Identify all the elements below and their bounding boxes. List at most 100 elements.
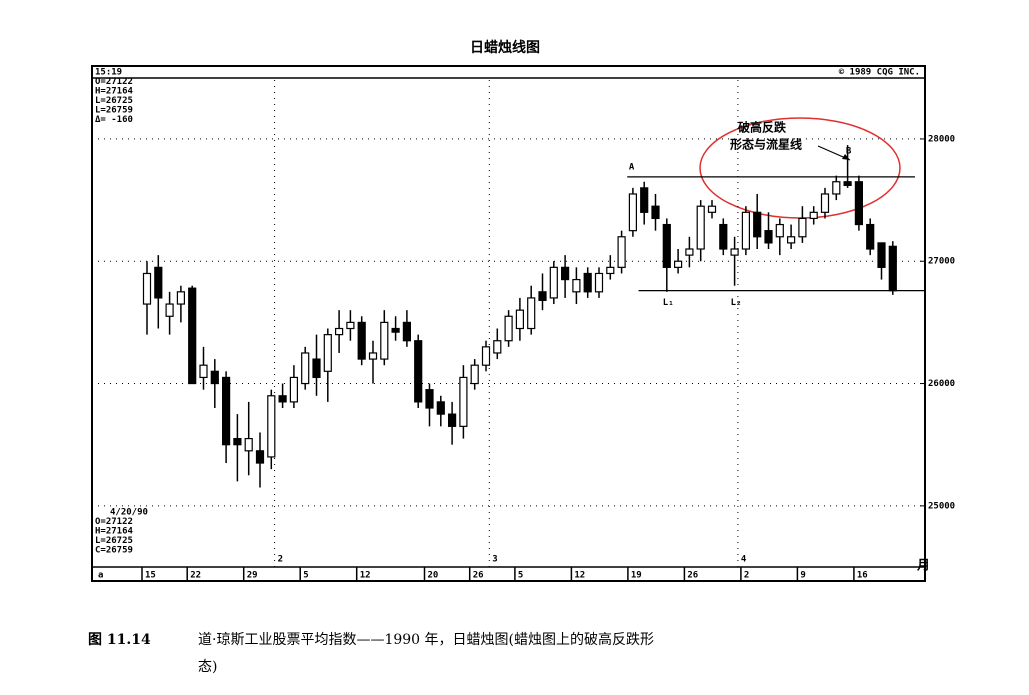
candle-body bbox=[470, 364, 479, 385]
point-label: B bbox=[846, 147, 852, 157]
candle-body bbox=[448, 413, 457, 427]
y-tick-label: 27000 bbox=[928, 257, 955, 267]
candle-body bbox=[832, 181, 841, 195]
candle-body bbox=[289, 376, 298, 403]
info-line: Δ= -160 bbox=[95, 115, 133, 125]
candle-body bbox=[323, 334, 332, 372]
x-tick-label: 5 bbox=[518, 571, 523, 581]
candle-body bbox=[210, 370, 219, 385]
x-tick-label: 12 bbox=[574, 571, 585, 581]
candle-body bbox=[617, 236, 626, 268]
candle-body bbox=[459, 376, 468, 427]
candle-body bbox=[572, 278, 581, 293]
candle-body bbox=[357, 321, 366, 360]
candle-body bbox=[402, 321, 411, 342]
x-tick-label: 12 bbox=[360, 571, 371, 581]
info-line: L=26759 bbox=[95, 106, 133, 116]
info-line: C=26759 bbox=[95, 546, 133, 556]
caption-text: 态) bbox=[198, 659, 217, 675]
candle-body bbox=[866, 223, 875, 250]
copyright: © 1989 CQG INC. bbox=[839, 68, 920, 78]
date-row bbox=[91, 566, 926, 582]
candle-body bbox=[809, 211, 818, 220]
x-tick-label: 16 bbox=[857, 571, 868, 581]
callout-text: 破高反跌 bbox=[738, 120, 787, 135]
candle-body bbox=[414, 340, 423, 403]
callout-ellipse bbox=[699, 117, 901, 219]
caption-text: 道·琼斯工业股票平均指数——1990 年，日蜡烛图(蜡烛图上的破高反跌形 bbox=[198, 631, 654, 648]
candle-body bbox=[764, 230, 773, 244]
candle-body bbox=[640, 187, 649, 213]
candle-body bbox=[255, 450, 265, 464]
candle-body bbox=[199, 364, 208, 379]
candle-body bbox=[493, 340, 502, 354]
candle-body bbox=[719, 223, 728, 250]
candle-body bbox=[515, 309, 525, 330]
x-tick-label: 15 bbox=[145, 571, 156, 581]
candle-body bbox=[188, 287, 197, 385]
candle-body bbox=[583, 272, 592, 293]
info-line: 15:19 bbox=[95, 68, 122, 78]
candle-body bbox=[786, 236, 796, 244]
x-tick-label: 20 bbox=[428, 571, 439, 581]
x-tick-label: 9 bbox=[800, 571, 805, 581]
candle-body bbox=[741, 211, 751, 250]
axis-corner-label: a bbox=[98, 571, 103, 581]
candle-body bbox=[820, 193, 830, 213]
candle-body bbox=[775, 223, 784, 238]
candle-body bbox=[335, 327, 344, 336]
candle-body bbox=[436, 401, 445, 415]
candle-body bbox=[380, 321, 389, 360]
y-tick-label: 28000 bbox=[928, 134, 955, 144]
candle-body bbox=[504, 315, 513, 342]
info-line: L=26725 bbox=[95, 536, 133, 546]
candle-body bbox=[312, 358, 321, 379]
month-label: 4 bbox=[741, 555, 747, 565]
candle-body bbox=[888, 245, 897, 292]
candle-body bbox=[154, 266, 163, 299]
candle-body bbox=[696, 205, 705, 250]
candle-body bbox=[538, 291, 547, 301]
candle-body bbox=[176, 291, 185, 305]
x-tick-label: 2 bbox=[744, 571, 749, 581]
info-line: O=27122 bbox=[95, 517, 133, 527]
info-line: L=26725 bbox=[95, 96, 133, 106]
point-label: L₂ bbox=[731, 298, 742, 308]
candle-body bbox=[142, 272, 152, 305]
candle-body bbox=[854, 181, 864, 226]
candle-body bbox=[481, 346, 491, 366]
candle-body bbox=[707, 205, 717, 213]
candle-body bbox=[662, 223, 671, 268]
x-tick-label: 19 bbox=[631, 571, 642, 581]
candle-body bbox=[278, 395, 287, 403]
candle-body bbox=[267, 395, 276, 458]
month-label: 3 bbox=[492, 555, 497, 565]
point-label: A bbox=[629, 162, 635, 172]
y-tick-label: 25000 bbox=[928, 501, 955, 511]
candle-body bbox=[301, 352, 310, 385]
axis-unit: 月 bbox=[916, 559, 930, 574]
candle-body bbox=[594, 272, 604, 293]
candle-body bbox=[549, 266, 558, 299]
candle-body bbox=[685, 248, 694, 256]
candle-body bbox=[560, 266, 570, 281]
candle-body bbox=[346, 321, 355, 330]
info-line: 4/20/90 bbox=[110, 508, 148, 518]
candle-body bbox=[425, 389, 434, 409]
candle-body bbox=[165, 303, 174, 317]
callout-text: 形态与流星线 bbox=[730, 137, 802, 152]
info-line: O=27122 bbox=[95, 77, 133, 87]
candle-body bbox=[233, 437, 242, 446]
candle-body bbox=[527, 297, 536, 330]
info-line: H=27164 bbox=[95, 527, 134, 537]
point-label: L₁ bbox=[663, 298, 674, 308]
x-tick-label: 26 bbox=[473, 571, 484, 581]
y-tick-label: 26000 bbox=[928, 379, 955, 389]
candle-body bbox=[368, 352, 378, 360]
caption-label: 图 11.14 bbox=[88, 632, 151, 648]
candle-body bbox=[222, 376, 231, 446]
candle-body bbox=[798, 217, 807, 238]
candle-body bbox=[391, 327, 400, 333]
candle-body bbox=[673, 260, 683, 268]
